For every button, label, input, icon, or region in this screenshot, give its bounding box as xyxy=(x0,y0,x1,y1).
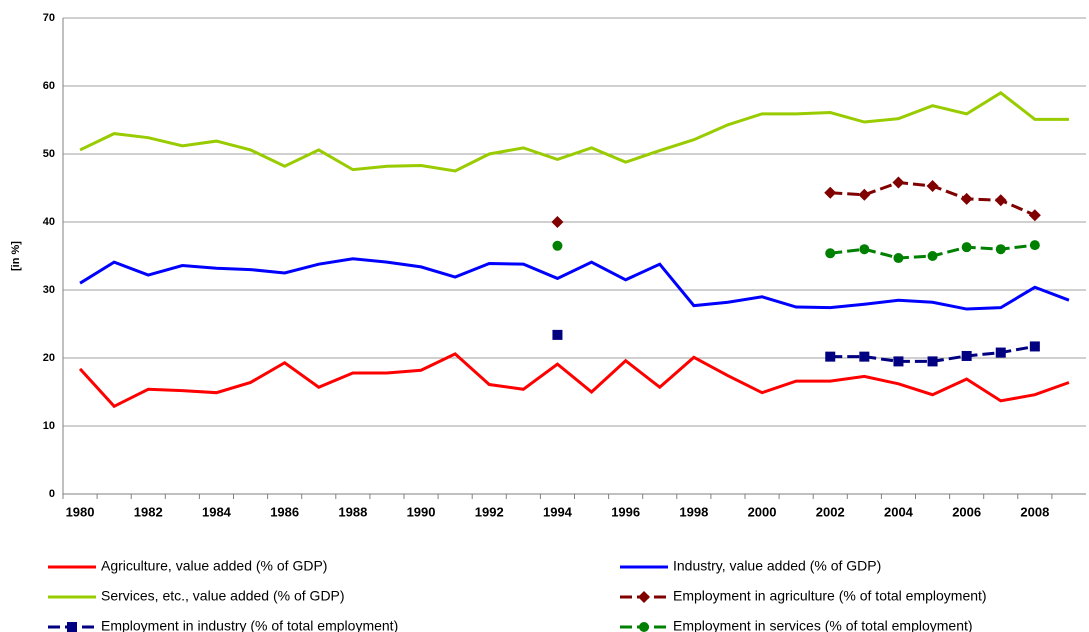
marker xyxy=(859,351,870,362)
marker xyxy=(67,622,77,632)
y-tick-label: 0 xyxy=(49,488,55,500)
marker xyxy=(995,244,1006,255)
marker xyxy=(639,622,649,632)
marker xyxy=(961,350,972,361)
marker xyxy=(1028,209,1041,222)
marker xyxy=(995,347,1006,358)
series-line xyxy=(79,90,1069,173)
marker xyxy=(824,186,837,199)
y-tick-label: 40 xyxy=(43,216,55,228)
marker xyxy=(859,244,870,255)
marker xyxy=(551,216,564,228)
legend-label: Services, etc., value added (% of GDP) xyxy=(101,588,345,604)
marker xyxy=(1029,341,1040,352)
legend-label: Employment in industry (% of total emplo… xyxy=(101,618,398,632)
x-tick-label: 1988 xyxy=(338,504,367,519)
x-tick-label: 1992 xyxy=(475,504,504,519)
y-tick-label: 10 xyxy=(43,420,55,432)
marker xyxy=(926,179,939,192)
marker xyxy=(552,240,563,251)
marker xyxy=(927,356,938,367)
marker xyxy=(961,242,972,253)
marker xyxy=(1029,240,1040,251)
x-tick-label: 1996 xyxy=(611,504,640,519)
marker xyxy=(825,351,836,362)
marker xyxy=(892,176,905,189)
legend-label: Employment in agriculture (% of total em… xyxy=(673,588,987,604)
marker xyxy=(893,356,904,367)
x-tick-label: 1982 xyxy=(134,504,163,519)
x-tick-label: 2002 xyxy=(816,504,845,519)
x-tick-label: 1994 xyxy=(543,504,573,519)
marker xyxy=(552,329,563,340)
y-tick-label: 20 xyxy=(43,352,55,364)
x-tick-label: 2004 xyxy=(884,504,914,519)
x-tick-label: 1984 xyxy=(202,504,232,519)
x-tick-label: 2000 xyxy=(748,504,777,519)
legend-label: Employment in services (% of total emplo… xyxy=(673,618,973,632)
y-axis-label: [in %] xyxy=(10,241,22,271)
x-tick-label: 2008 xyxy=(1020,504,1049,519)
y-tick-label: 30 xyxy=(43,284,55,296)
series-line xyxy=(79,257,1070,311)
x-tick-label: 2006 xyxy=(952,504,981,519)
marker xyxy=(893,253,904,264)
marker xyxy=(858,188,871,201)
x-tick-label: 1998 xyxy=(679,504,708,519)
legend-label: Industry, value added (% of GDP) xyxy=(673,558,881,574)
marker xyxy=(960,192,973,205)
x-tick-label: 1980 xyxy=(66,504,95,519)
x-tick-label: 1990 xyxy=(407,504,436,519)
y-tick-label: 70 xyxy=(43,12,55,24)
x-tick-label: 1986 xyxy=(270,504,299,519)
marker xyxy=(927,251,938,261)
marker xyxy=(994,194,1007,207)
marker xyxy=(825,248,836,259)
legend-label: Agriculture, value added (% of GDP) xyxy=(101,558,327,574)
y-tick-label: 50 xyxy=(43,148,55,160)
marker xyxy=(638,591,650,603)
series-line xyxy=(78,352,1070,409)
y-tick-label: 60 xyxy=(43,80,55,92)
